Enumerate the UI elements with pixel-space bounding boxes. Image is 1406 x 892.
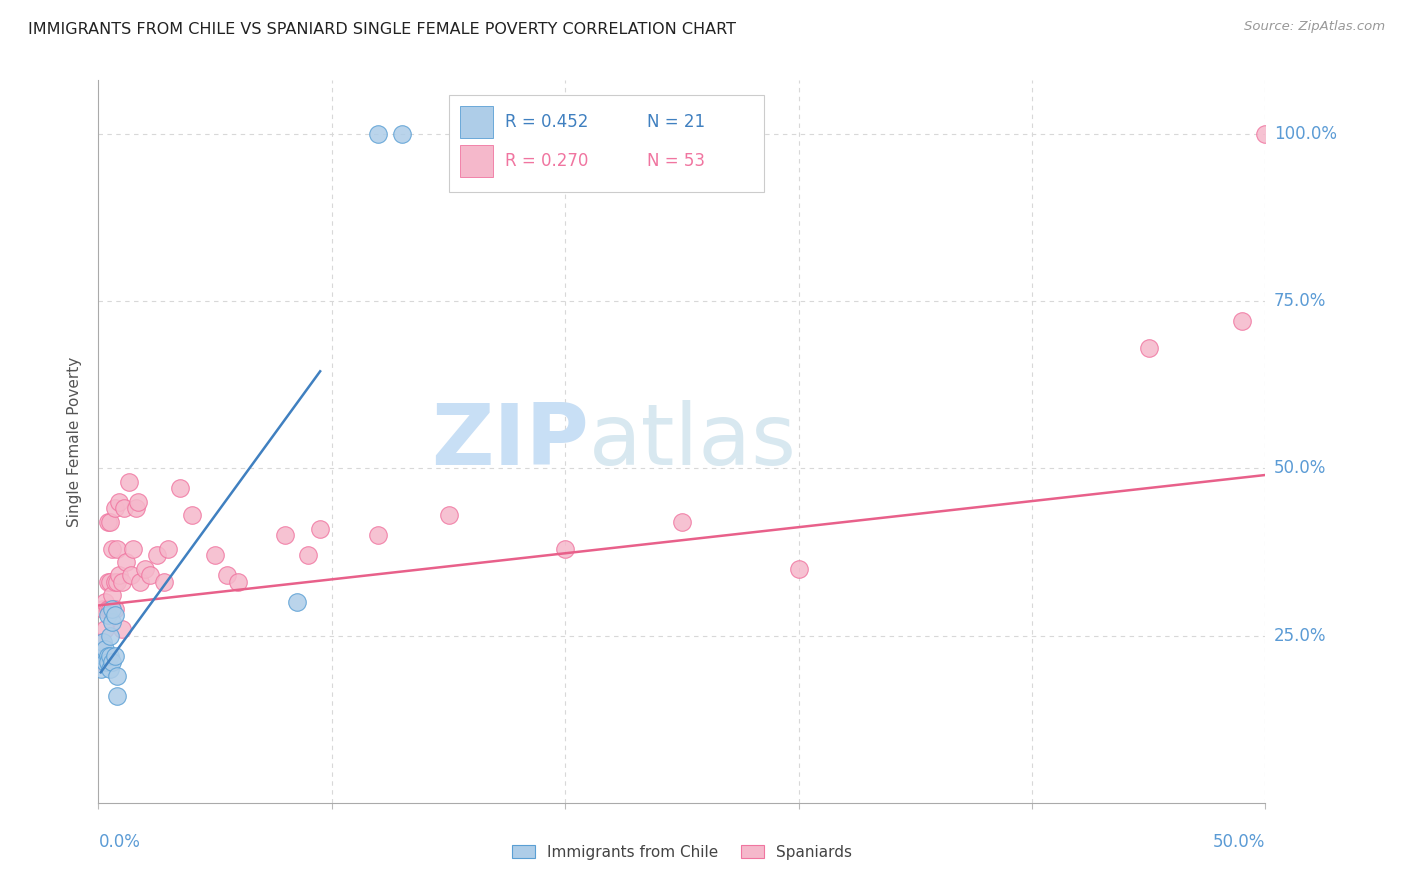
Point	[91, 648, 114, 663]
Point	[157, 541, 180, 556]
Point	[91, 655, 114, 669]
Point	[125, 501, 148, 516]
Point	[101, 589, 124, 603]
Point	[105, 541, 128, 556]
Text: R = 0.452: R = 0.452	[505, 113, 588, 131]
Point	[97, 575, 120, 590]
Point	[1137, 341, 1160, 355]
Point	[139, 568, 162, 582]
Text: 25.0%: 25.0%	[1274, 626, 1326, 645]
Text: R = 0.270: R = 0.270	[505, 153, 588, 170]
Point	[1230, 314, 1253, 328]
Point	[98, 662, 121, 676]
Point	[94, 642, 117, 657]
Point	[367, 127, 389, 141]
Text: N = 53: N = 53	[647, 153, 704, 170]
Text: 50.0%: 50.0%	[1213, 833, 1265, 851]
Point	[98, 602, 121, 616]
Point	[367, 528, 389, 542]
Point	[104, 575, 127, 590]
Text: 100.0%: 100.0%	[1274, 125, 1337, 143]
Point	[90, 662, 112, 676]
Point	[91, 635, 114, 649]
Point	[97, 602, 120, 616]
Point	[91, 602, 114, 616]
Point	[120, 568, 142, 582]
Point	[111, 622, 134, 636]
Text: IMMIGRANTS FROM CHILE VS SPANIARD SINGLE FEMALE POVERTY CORRELATION CHART: IMMIGRANTS FROM CHILE VS SPANIARD SINGLE…	[28, 22, 737, 37]
Point	[127, 494, 149, 508]
Point	[115, 555, 138, 569]
Point	[671, 515, 693, 529]
Point	[129, 575, 152, 590]
Point	[98, 648, 121, 663]
Point	[118, 475, 141, 489]
Point	[101, 602, 124, 616]
Point	[146, 548, 169, 563]
Text: 50.0%: 50.0%	[1274, 459, 1326, 477]
Text: Source: ZipAtlas.com: Source: ZipAtlas.com	[1244, 20, 1385, 33]
FancyBboxPatch shape	[449, 95, 763, 193]
Point	[391, 127, 413, 141]
Text: ZIP: ZIP	[430, 400, 589, 483]
Point	[228, 575, 250, 590]
Point	[108, 568, 131, 582]
FancyBboxPatch shape	[460, 145, 494, 178]
Point	[94, 648, 117, 663]
Text: N = 21: N = 21	[647, 113, 704, 131]
Point	[112, 501, 135, 516]
Point	[105, 575, 128, 590]
Legend: Immigrants from Chile, Spaniards: Immigrants from Chile, Spaniards	[503, 837, 860, 867]
Point	[101, 541, 124, 556]
Point	[215, 568, 238, 582]
Text: 75.0%: 75.0%	[1274, 292, 1326, 310]
Point	[98, 628, 121, 642]
Point	[104, 648, 127, 663]
Point	[285, 595, 308, 609]
Point	[204, 548, 226, 563]
Point	[787, 562, 810, 576]
Point	[104, 608, 127, 623]
Text: atlas: atlas	[589, 400, 797, 483]
Text: 0.0%: 0.0%	[98, 833, 141, 851]
Point	[180, 508, 202, 523]
Point	[309, 521, 332, 535]
Point	[90, 648, 112, 663]
Point	[554, 541, 576, 556]
Point	[122, 541, 145, 556]
Point	[152, 575, 174, 590]
Point	[169, 482, 191, 496]
Point	[97, 608, 120, 623]
Y-axis label: Single Female Poverty: Single Female Poverty	[67, 357, 83, 526]
Point	[105, 669, 128, 683]
Point	[437, 508, 460, 523]
Point	[94, 655, 117, 669]
Point	[94, 622, 117, 636]
Point	[134, 562, 156, 576]
Point	[274, 528, 297, 542]
Point	[101, 615, 124, 630]
Point	[97, 655, 120, 669]
Point	[105, 689, 128, 703]
Point	[94, 595, 117, 609]
Point	[1254, 127, 1277, 141]
Point	[104, 501, 127, 516]
Point	[97, 648, 120, 663]
Point	[104, 602, 127, 616]
Point	[98, 575, 121, 590]
Point	[98, 515, 121, 529]
Point	[108, 494, 131, 508]
Point	[111, 575, 134, 590]
FancyBboxPatch shape	[460, 106, 494, 138]
Point	[297, 548, 319, 563]
Point	[101, 655, 124, 669]
Point	[97, 515, 120, 529]
Point	[90, 635, 112, 649]
